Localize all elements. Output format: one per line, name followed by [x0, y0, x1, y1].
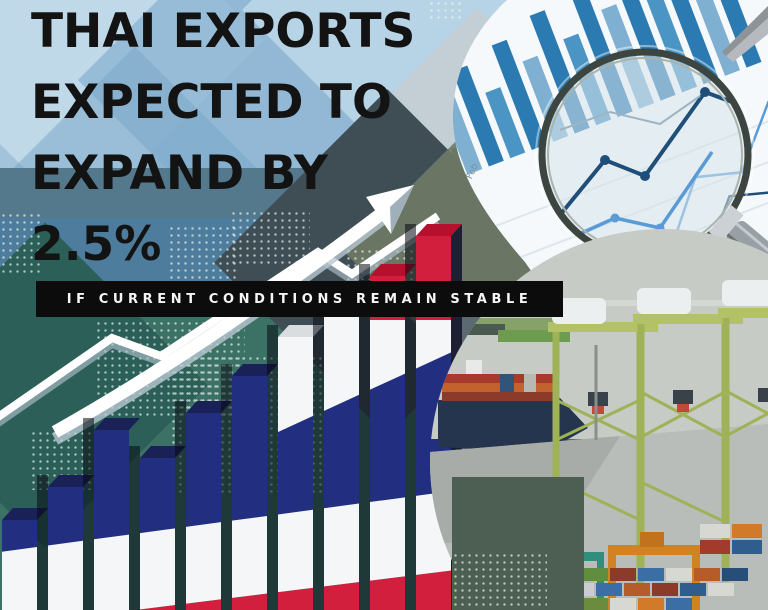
- subtitle-banner: IF CURRENT CONDITIONS REMAIN STABLE: [36, 281, 563, 317]
- axis-label: Jan: [450, 193, 465, 211]
- dot-pattern: [0, 212, 40, 274]
- magnifier-icon: [535, 45, 768, 292]
- dot-pattern: [452, 552, 547, 610]
- container-ship: [438, 360, 588, 452]
- headline-line: 2.5%: [31, 217, 162, 272]
- growth-arrow-icon: [51, 185, 414, 445]
- pen-icon: [722, 6, 768, 62]
- dot-pattern: [168, 225, 240, 283]
- subtitle-text: IF CURRENT CONDITIONS REMAIN STABLE: [66, 291, 533, 307]
- headline-line: THAI EXPORTS: [31, 4, 416, 59]
- headline: THAI EXPORTS EXPECTED TO EXPAND BY 2.5%: [31, 0, 415, 280]
- headline-line: EXPECTED TO: [31, 75, 392, 130]
- headline-line: EXPAND BY: [31, 146, 328, 201]
- dot-pattern: [428, 0, 462, 22]
- dot-pattern: [230, 210, 310, 265]
